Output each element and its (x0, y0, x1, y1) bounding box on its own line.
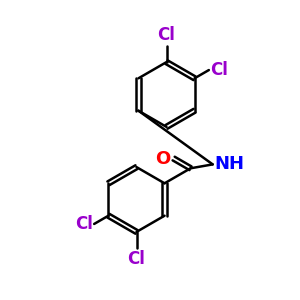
Text: NH: NH (214, 155, 244, 173)
Text: Cl: Cl (75, 215, 93, 233)
Text: Cl: Cl (128, 250, 146, 268)
Text: Cl: Cl (210, 61, 228, 79)
Text: O: O (155, 150, 170, 167)
Text: Cl: Cl (158, 26, 175, 44)
